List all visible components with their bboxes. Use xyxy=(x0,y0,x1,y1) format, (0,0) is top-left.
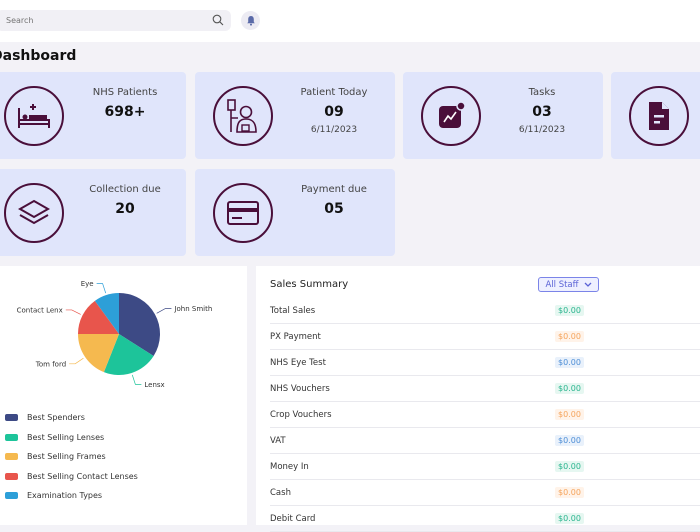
sales-row-amount: $0.00 xyxy=(555,357,584,368)
sales-row-amount: $0.00 xyxy=(555,331,584,342)
pie-label: John Smith xyxy=(173,305,212,313)
pie-slice[interactable] xyxy=(78,334,119,373)
card-value: 20 xyxy=(115,201,135,217)
search-icon[interactable] xyxy=(212,14,224,26)
sales-row-label: Total Sales xyxy=(270,305,316,316)
legend-item[interactable]: Best Selling Lenses xyxy=(5,428,138,448)
hospital-bed-icon xyxy=(4,86,64,146)
sales-row: Money In $0.00 xyxy=(270,454,700,480)
pie-slice[interactable] xyxy=(119,293,160,356)
sales-summary-title: Sales Summary xyxy=(270,279,349,290)
pie-chart: John Smith Lensx Tom ford Contact Lenx Eye xyxy=(17,280,213,389)
card-date: 6/11/2023 xyxy=(518,125,566,135)
pie-slice[interactable] xyxy=(103,334,154,375)
pie-label: Eye xyxy=(81,280,94,288)
sales-row-label: PX Payment xyxy=(270,331,321,342)
card-label: Patient Today xyxy=(300,87,368,98)
search-input[interactable] xyxy=(6,16,196,25)
legend-item[interactable]: Best Selling Frames xyxy=(5,447,138,467)
sales-row-label: VAT xyxy=(270,435,286,446)
sales-row-amount: $0.00 xyxy=(555,461,584,472)
pie-label-line xyxy=(69,357,84,365)
pie-label-line xyxy=(65,309,81,315)
pie-slice[interactable] xyxy=(94,293,119,334)
stat-card[interactable]: Tasks 03 6/11/2023 xyxy=(403,72,603,159)
sales-row: Total Sales $0.00 xyxy=(270,298,700,324)
legend-swatch xyxy=(5,433,18,441)
chart-legend: Best Spenders Best Selling Lenses Best Sel… xyxy=(5,408,138,506)
legend-swatch xyxy=(5,492,18,500)
sales-row-amount: $0.00 xyxy=(555,305,584,316)
sales-row-label: NHS Eye Test xyxy=(270,357,326,368)
legend-item[interactable]: Best Spenders xyxy=(5,408,138,428)
sales-row-amount: $0.00 xyxy=(555,409,584,420)
card-label: Tasks xyxy=(528,87,556,98)
stat-card[interactable]: Collection due 20 xyxy=(0,169,186,256)
sales-row-label: Cash xyxy=(270,487,291,498)
sales-row: NHS Eye Test $0.00 xyxy=(270,350,700,376)
pie-label: Lensx xyxy=(144,381,164,389)
legend-swatch xyxy=(5,414,18,422)
card-label: NHS Patients xyxy=(92,87,158,98)
legend-swatch xyxy=(5,453,18,461)
page-title: Dashboard xyxy=(0,48,77,64)
card-value: 698+ xyxy=(104,104,146,120)
document-icon xyxy=(629,86,689,146)
sales-row-amount: $0.00 xyxy=(555,383,584,394)
stat-card[interactable] xyxy=(611,72,700,159)
card-label: Collection due xyxy=(89,184,161,195)
pie-label-line xyxy=(156,308,172,314)
bell-icon xyxy=(246,16,255,26)
chart-notification-icon xyxy=(421,86,481,146)
pie-label: Contact Lenx xyxy=(17,306,63,314)
card-value: 05 xyxy=(324,201,344,217)
card-date: 6/11/2023 xyxy=(310,125,358,135)
sales-row-label: Debit Card xyxy=(270,513,316,524)
credit-card-icon xyxy=(213,183,273,243)
staff-select[interactable]: All Staff xyxy=(538,277,599,292)
pie-slice[interactable] xyxy=(78,300,119,334)
stat-card[interactable]: Payment due 05 xyxy=(195,169,395,256)
sales-row: PX Payment $0.00 xyxy=(270,324,700,350)
sales-summary-panel: Sales Summary All Staff Total Sales $0.00… xyxy=(256,266,700,532)
sales-row: NHS Vouchers $0.00 xyxy=(270,376,700,402)
legend-label: Best Selling Lenses xyxy=(27,432,105,442)
patient-iv-icon xyxy=(213,86,273,146)
pie-label-line xyxy=(131,374,142,385)
legend-item[interactable]: Best Selling Contact Lenses xyxy=(5,467,138,487)
legend-label: Best Selling Contact Lenses xyxy=(27,471,138,481)
top-bar xyxy=(0,0,700,42)
sales-row: Crop Vouchers $0.00 xyxy=(270,402,700,428)
card-value: 03 xyxy=(532,104,552,120)
sales-row: Debit Card $0.00 xyxy=(270,506,700,532)
sales-row-label: Crop Vouchers xyxy=(270,409,332,420)
legend-swatch xyxy=(5,472,18,480)
legend-label: Examination Types xyxy=(27,491,103,501)
sales-row-amount: $0.00 xyxy=(555,513,584,524)
legend-item[interactable]: Examination Types xyxy=(5,486,138,506)
layers-icon xyxy=(4,183,64,243)
pie-label-line xyxy=(96,283,107,294)
sales-row-label: NHS Vouchers xyxy=(270,383,330,394)
legend-label: Best Spenders xyxy=(27,413,85,423)
card-value: 09 xyxy=(324,104,344,120)
legend-label: Best Selling Frames xyxy=(27,452,106,462)
chart-panel: John Smith Lensx Tom ford Contact Lenx Eye xyxy=(0,266,247,525)
staff-select-value: All Staff xyxy=(545,279,579,290)
stat-card[interactable]: NHS Patients 698+ xyxy=(0,72,186,159)
sales-row-amount: $0.00 xyxy=(555,487,584,498)
notification-button[interactable] xyxy=(241,11,260,30)
sales-row-amount: $0.00 xyxy=(555,435,584,446)
sales-row-label: Money In xyxy=(270,461,309,472)
card-label: Payment due xyxy=(301,184,367,195)
search-box[interactable] xyxy=(0,10,231,31)
sales-row: Cash $0.00 xyxy=(270,480,700,506)
pie-label: Tom ford xyxy=(35,360,66,368)
chevron-down-icon xyxy=(584,282,591,287)
stat-card[interactable]: Patient Today 09 6/11/2023 xyxy=(195,72,395,159)
sales-row: VAT $0.00 xyxy=(270,428,700,454)
